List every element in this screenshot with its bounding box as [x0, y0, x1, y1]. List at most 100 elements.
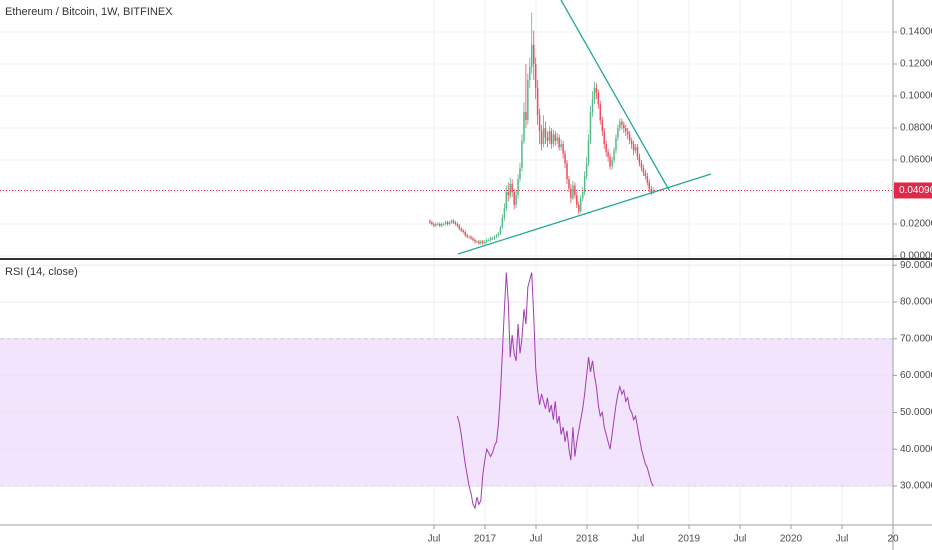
candle-body: [480, 241, 482, 244]
candle-body: [572, 185, 574, 199]
last-price-label: 0.040960: [899, 185, 932, 196]
candle-body: [491, 238, 494, 240]
candle-body: [591, 99, 594, 112]
candle-body: [513, 192, 515, 205]
rsi-line: [456, 272, 654, 510]
candle-body: [601, 120, 604, 132]
candle-body: [466, 235, 468, 237]
candle-body: [570, 188, 572, 199]
candle-body: [454, 222, 457, 224]
candle-body: [611, 160, 613, 167]
candle-body: [638, 156, 641, 164]
y-tick-label: 80.0000: [900, 297, 932, 308]
candle-body: [613, 150, 615, 160]
candle-body: [607, 152, 609, 157]
candle-body: [609, 156, 611, 167]
candle-body: [534, 64, 537, 88]
y-tick-label: 30.0000: [900, 481, 932, 492]
x-tick-label: Jul: [734, 534, 747, 545]
candle-body: [431, 222, 433, 224]
y-tick-label: 0.100000: [900, 91, 932, 102]
candle-body: [642, 168, 645, 173]
candle-body: [617, 128, 619, 138]
candle-body: [487, 240, 490, 241]
trendline: [457, 173, 712, 255]
candle-body: [640, 163, 643, 168]
candle-body: [544, 128, 547, 138]
y-tick-label: 40.0000: [900, 444, 932, 455]
candle-body: [456, 224, 459, 226]
candle-body: [552, 134, 555, 144]
candle-body: [507, 192, 510, 196]
candle-body: [478, 241, 480, 244]
y-tick-label: 0.060000: [900, 155, 932, 166]
candle-body: [433, 224, 435, 226]
last-price-box: [894, 182, 932, 199]
candle-body: [646, 176, 649, 183]
candle-body: [525, 112, 527, 120]
candle-body: [440, 224, 443, 226]
candle-body: [623, 124, 625, 128]
candle-body: [458, 225, 461, 229]
candle-body: [536, 88, 539, 116]
candle-body: [579, 198, 582, 212]
candle-body: [470, 236, 472, 239]
x-tick-label: 2018: [576, 534, 599, 545]
candle-body: [603, 131, 605, 144]
candle-body: [587, 140, 590, 164]
candle-body: [619, 121, 621, 128]
candle-body: [574, 185, 576, 196]
candle-body: [585, 163, 588, 176]
y-tick-label: 0.120000: [900, 59, 932, 70]
candle-body: [527, 80, 529, 120]
candle-body: [503, 208, 506, 218]
candle-body: [597, 92, 600, 104]
candle-body: [499, 227, 502, 234]
candle-body: [546, 137, 549, 141]
candle-body: [529, 67, 531, 80]
candle-body: [568, 179, 570, 189]
candle-body: [542, 128, 545, 144]
y-tick-label: 70.0000: [900, 333, 932, 344]
candle-body: [576, 195, 578, 205]
candle-body: [515, 195, 517, 205]
candle-body: [444, 222, 447, 224]
candle-body: [517, 179, 519, 196]
candle-body: [495, 235, 498, 237]
y-tick-label: 0.140000: [900, 27, 932, 38]
candle-body: [632, 144, 635, 151]
candle-body: [566, 163, 568, 180]
candle-body: [595, 88, 598, 93]
candle-body: [485, 240, 488, 242]
candle-body: [644, 172, 647, 176]
candle-body: [558, 137, 560, 148]
candle-body: [564, 153, 566, 164]
candle-body: [450, 220, 453, 223]
y-tick-label: 50.0000: [900, 407, 932, 418]
candle-body: [615, 137, 617, 151]
candle-body: [476, 241, 478, 243]
candle-body: [550, 131, 553, 144]
candle-body: [505, 192, 508, 208]
candle-body: [442, 224, 445, 225]
candle-body: [630, 140, 633, 144]
candle-body: [540, 131, 543, 144]
candle-body: [599, 104, 602, 120]
candle-body: [468, 236, 470, 238]
candle-body: [521, 140, 523, 168]
candle-body: [577, 204, 580, 212]
y-tick-label: 90.0000: [900, 260, 932, 271]
candle-body: [511, 184, 513, 192]
candle-body: [519, 168, 521, 180]
chart-title: Ethereum / Bitcoin, 1W, BITFINEX: [5, 6, 173, 18]
y-tick-label: 0.000000: [900, 251, 932, 262]
candle-body: [533, 44, 535, 64]
candle-body: [482, 241, 484, 244]
candle-body: [648, 182, 650, 189]
candle-body: [429, 220, 431, 223]
x-tick-label: Jul: [836, 534, 849, 545]
candle-body: [489, 238, 492, 240]
candle-body: [435, 224, 437, 226]
